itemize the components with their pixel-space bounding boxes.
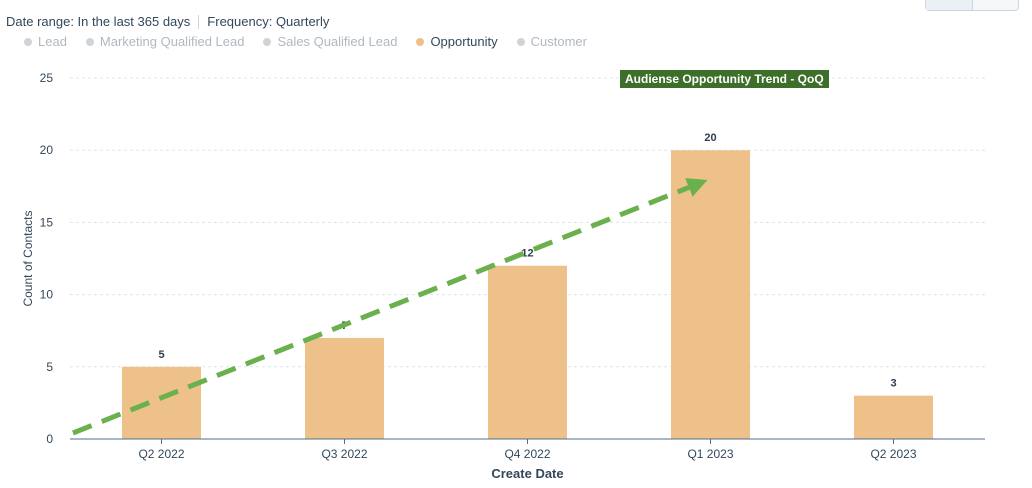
bar[interactable] <box>305 337 384 439</box>
y-axis-title: Count of Contacts <box>21 210 35 306</box>
bar[interactable] <box>488 265 567 439</box>
x-tick-label: Q4 2022 <box>504 447 550 461</box>
report-filters: Date range: In the last 365 days Frequen… <box>6 14 329 29</box>
x-tick-label: Q3 2022 <box>321 447 367 461</box>
legend-dot-icon <box>24 37 32 46</box>
bar[interactable] <box>122 366 201 439</box>
legend-label: Sales Qualified Lead <box>277 34 398 49</box>
trend-annotation: Audiense Opportunity Trend - QoQ <box>620 70 829 88</box>
bar-value-label: 20 <box>704 132 716 144</box>
legend-label: Opportunity <box>430 34 498 49</box>
legend-label: Marketing Qualified Lead <box>99 34 245 49</box>
view-toggle[interactable] <box>925 0 1019 11</box>
view-toggle-chart[interactable] <box>926 0 973 10</box>
bar-value-label: 5 <box>158 349 164 361</box>
x-axis-title: Create Date <box>491 466 563 481</box>
legend-dot-icon <box>263 37 272 46</box>
trend-arrow <box>72 178 708 436</box>
legend-label: Customer <box>530 34 587 49</box>
legend-item-lead[interactable]: Lead <box>24 34 67 49</box>
legend-dot-icon <box>416 37 425 46</box>
bar[interactable] <box>671 150 750 439</box>
x-tick-label: Q2 2022 <box>138 447 184 461</box>
legend-item-opportunity[interactable]: Opportunity <box>416 34 498 49</box>
y-tick-label: 10 <box>40 288 54 302</box>
bars <box>122 150 933 439</box>
x-axis-ticks: Q2 2022 Q3 2022 Q4 2022 Q1 2023 Q2 2023 <box>138 439 917 461</box>
y-tick-label: 5 <box>46 360 53 374</box>
chart-legend: Lead Marketing Qualified Lead Sales Qual… <box>24 34 606 49</box>
date-range-filter[interactable]: Date range: In the last 365 days <box>6 14 191 29</box>
legend-item-sql[interactable]: Sales Qualified Lead <box>263 34 397 49</box>
bar-value-label: 3 <box>890 378 896 390</box>
filter-divider <box>198 14 200 29</box>
frequency-filter[interactable]: Frequency: Quarterly <box>207 14 330 29</box>
legend-item-mql[interactable]: Marketing Qualified Lead <box>85 34 245 49</box>
x-tick-label: Q2 2023 <box>870 447 916 461</box>
y-axis-ticks: 0 5 10 15 20 25 <box>40 71 54 446</box>
legend-label: Lead <box>38 34 67 49</box>
bar-value-label: 12 <box>521 248 533 260</box>
y-tick-label: 20 <box>40 143 54 157</box>
legend-dot-icon <box>516 37 525 46</box>
y-tick-label: 0 <box>46 432 53 446</box>
y-tick-label: 25 <box>40 71 54 85</box>
x-tick-label: Q1 2023 <box>687 447 733 461</box>
y-tick-label: 15 <box>40 215 54 229</box>
legend-item-customer[interactable]: Customer <box>516 34 587 49</box>
bar[interactable] <box>854 395 933 439</box>
legend-dot-icon <box>85 37 94 46</box>
